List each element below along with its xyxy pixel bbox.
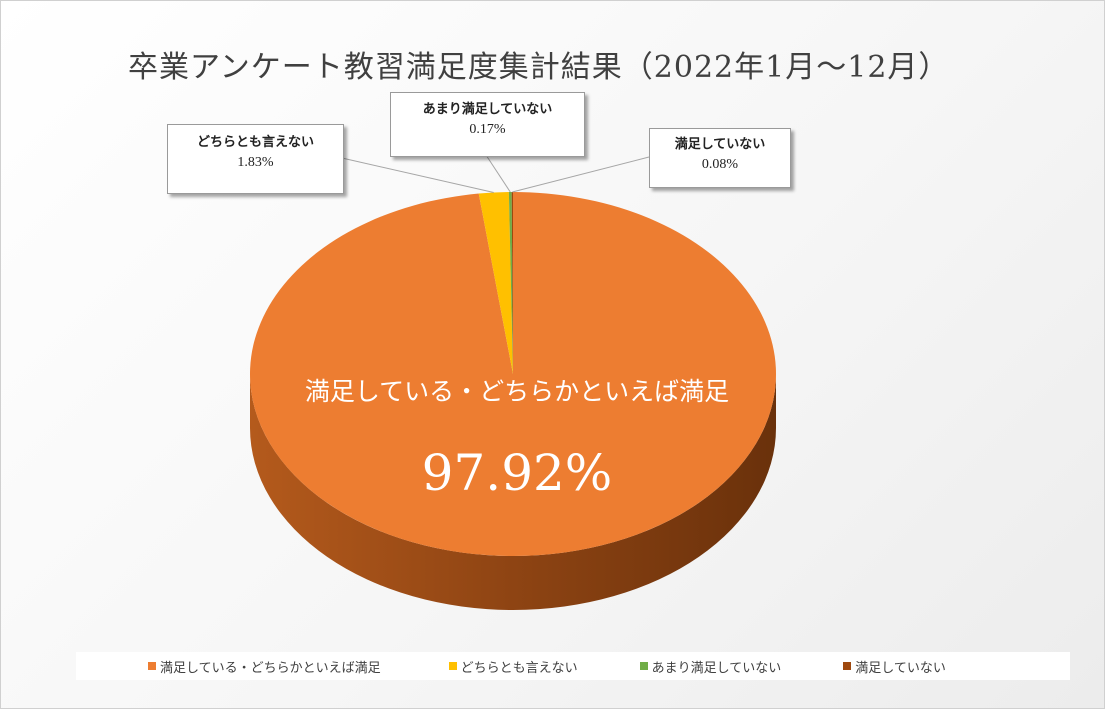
legend-label-somewhat-unsatisfied: あまり満足していない <box>651 660 782 676</box>
legend-swatch-somewhat-unsatisfied <box>639 662 648 670</box>
legend-item-satisfied: 満足している・どちらかといえば満足 <box>148 657 381 676</box>
callout-somewhat-unsatisfied: あまり満足していない 0.17% <box>390 92 585 157</box>
pie-depth-wall <box>250 374 776 610</box>
legend-swatch-neutral <box>448 662 457 670</box>
slice-label-satisfied-category: 満足している・どちらかといえば満足 <box>304 377 730 406</box>
callout-neutral-value: 1.83% <box>237 155 274 170</box>
callout-unsatisfied-category: 満足していない <box>674 137 766 152</box>
callout-somewhat-unsatisfied-category: あまり満足していない <box>422 102 553 117</box>
callout-somewhat-unsatisfied-value: 0.17% <box>469 122 506 137</box>
legend-swatch-unsatisfied <box>843 662 852 670</box>
leader-line-slice-neutral <box>341 157 494 193</box>
callout-neutral-category: どちらとも言えない <box>196 135 314 150</box>
legend-label-satisfied: 満足している・どちらかといえば満足 <box>160 660 381 676</box>
leader-line-slice-unsatisfied <box>512 156 650 193</box>
legend-item-somewhat-unsatisfied: あまり満足していない <box>639 657 782 676</box>
slice-unsatisfied <box>511 192 513 374</box>
legend-label-neutral: どちらとも言えない <box>460 660 578 676</box>
chart-title: 卒業アンケート教習満足度集計結果（2022年1月～12月） <box>128 50 950 85</box>
legend-item-neutral: どちらとも言えない <box>448 657 578 676</box>
legend: 満足している・どちらかといえば満足 どちらとも言えない あまり満足していない 満… <box>76 652 1070 680</box>
callout-unsatisfied: 満足していない 0.08% <box>649 128 791 188</box>
callout-unsatisfied-value: 0.08% <box>701 157 739 172</box>
slice-satisfied <box>249 192 776 556</box>
legend-label-unsatisfied: 満足していない <box>855 660 946 676</box>
slice-neutral <box>478 192 513 374</box>
callout-neutral: どちらとも言えない 1.83% <box>167 124 344 194</box>
slice-somewhat-unsatisfied <box>508 192 513 374</box>
pie-side-wall <box>250 374 776 610</box>
leader-line-slice-somewhat-unsatisfied <box>485 154 511 193</box>
legend-swatch-satisfied <box>148 662 156 670</box>
slice-label-satisfied-value: 97.92% <box>421 444 613 502</box>
legend-item-unsatisfied: 満足していない <box>843 657 946 676</box>
